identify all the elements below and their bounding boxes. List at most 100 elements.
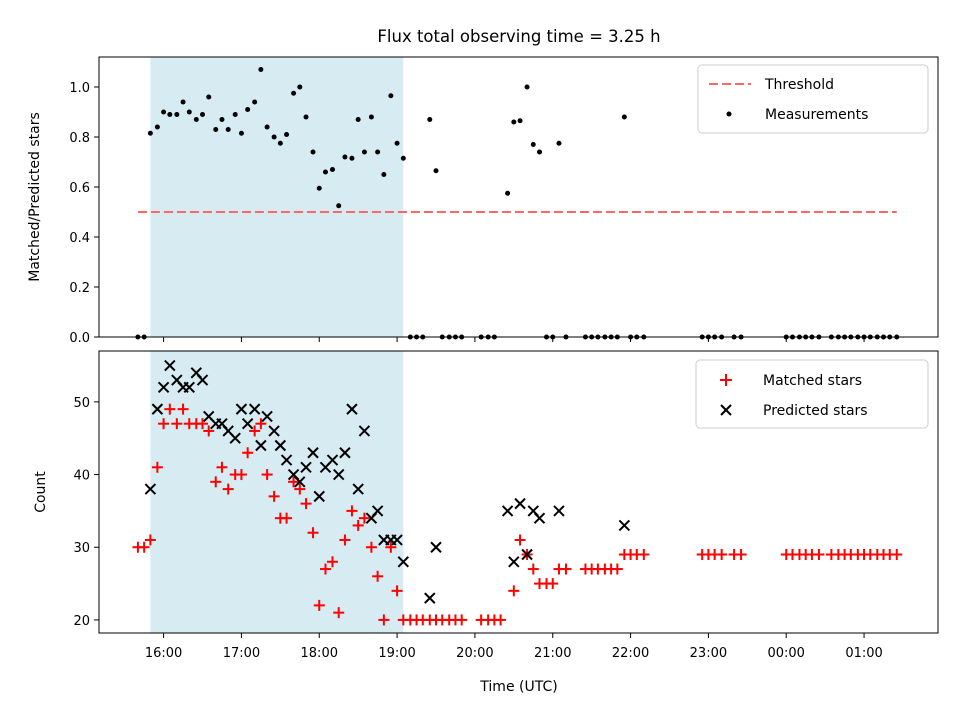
legend-threshold-label: Threshold — [764, 77, 834, 93]
matched-star-marker — [203, 425, 215, 437]
matched-star-marker — [222, 483, 234, 495]
predicted-star-marker — [248, 403, 261, 415]
predicted-star-marker — [371, 505, 384, 517]
measurement-point — [329, 167, 335, 172]
panel-ratio-legend: Threshold Measurements — [697, 64, 929, 134]
measurement-point — [381, 172, 387, 177]
matched-star-marker — [508, 585, 520, 597]
y-tick-label: 40 — [73, 469, 90, 484]
matched-star-markers — [132, 403, 903, 626]
predicted-star-marker — [151, 403, 164, 415]
matched-star-marker — [235, 469, 247, 481]
panel-count-y-axis: 20 30 40 50 — [73, 396, 99, 629]
x-axis-label: Time (UTC) — [479, 679, 557, 695]
measurement-point — [186, 109, 192, 115]
panel-ratio-y-label: Matched/Predicted stars — [27, 112, 43, 282]
predicted-star-marker — [261, 410, 273, 423]
measurement-point — [322, 169, 328, 175]
matched-star-marker — [210, 476, 222, 488]
predicted-star-marker — [255, 439, 267, 452]
legend-matched-swatch — [720, 374, 732, 386]
predicted-star-marker — [326, 454, 339, 466]
y-tick-label: 30 — [73, 541, 90, 556]
y-tick-label: 0.8 — [69, 131, 90, 146]
predicted-star-marker — [164, 359, 176, 372]
y-tick-label: 20 — [73, 614, 90, 629]
measurement-point — [258, 67, 264, 72]
measurement-point — [388, 93, 394, 99]
measurement-point — [375, 149, 381, 155]
measurement-point — [200, 112, 206, 117]
measurement-point — [505, 190, 511, 196]
panel-count-legend: Matched stars Predicted stars — [695, 359, 929, 429]
panel-ratio: 0.0 0.2 0.4 0.6 0.8 1.0 Matched/Predicted sta… — [27, 56, 939, 346]
matched-star-marker — [144, 534, 156, 546]
measurement-point — [219, 117, 225, 122]
predicted-star-marker — [229, 432, 241, 444]
legend-predicted-label: Predicted stars — [763, 403, 868, 419]
measurement-point — [174, 112, 180, 117]
x-tick-label: 17:00 — [223, 646, 260, 661]
x-tick-label: 22:00 — [612, 646, 649, 661]
legend-predicted-swatch — [720, 404, 732, 416]
x-tick-label: 20:00 — [456, 646, 493, 661]
predicted-star-marker — [333, 468, 345, 481]
measurement-point — [277, 140, 283, 146]
measurement-point — [368, 114, 374, 120]
matched-star-marker — [638, 549, 650, 561]
predicted-star-marker — [235, 403, 248, 415]
predicted-star-marker — [346, 403, 358, 415]
predicted-star-marker — [424, 592, 436, 604]
measurement-point — [394, 140, 400, 146]
panel-ratio-x-ticks — [163, 337, 865, 342]
matched-star-marker — [197, 418, 209, 430]
predicted-star-marker — [618, 519, 631, 532]
matched-star-marker — [456, 614, 468, 626]
y-tick-label: 50 — [73, 396, 90, 411]
chart-title: Flux total observing time = 3.25 h — [377, 27, 660, 46]
predicted-star-marker — [352, 483, 364, 495]
panel-count-frame — [98, 350, 939, 634]
matched-star-marker — [346, 505, 358, 517]
matched-star-marker — [333, 607, 345, 619]
predicted-star-marker — [501, 505, 514, 517]
measurement-point — [361, 149, 367, 155]
predicted-star-marker — [300, 461, 312, 473]
matched-star-marker — [813, 549, 825, 561]
measurement-point — [291, 90, 297, 96]
measurement-point — [524, 84, 530, 90]
measurement-point — [161, 109, 167, 115]
predicted-star-marker — [241, 417, 254, 430]
predicted-star-marker — [183, 381, 195, 394]
measurement-point — [213, 127, 219, 132]
legend-frame — [695, 359, 929, 429]
matched-star-marker — [378, 614, 390, 626]
predicted-star-marker — [339, 447, 351, 459]
y-tick-label: 0.4 — [69, 231, 90, 246]
y-tick-label: 0.6 — [69, 181, 90, 196]
predicted-star-marker — [514, 497, 526, 510]
measurement-point — [252, 99, 258, 105]
measurement-point — [271, 134, 277, 140]
matched-star-marker — [326, 556, 338, 568]
predicted-star-marker — [358, 425, 371, 437]
matched-star-marker — [358, 512, 370, 524]
matched-star-marker — [319, 563, 331, 575]
measurement-point — [154, 124, 160, 130]
measurement-point — [530, 142, 536, 147]
measurement-point — [316, 185, 322, 191]
matched-star-marker — [242, 447, 254, 459]
measurement-point — [245, 107, 251, 112]
predicted-star-marker — [397, 556, 410, 568]
matched-star-marker — [560, 563, 572, 575]
measurement-point — [355, 117, 361, 122]
measurement-point — [180, 99, 186, 105]
matched-star-marker — [339, 534, 351, 546]
matched-star-marker — [891, 549, 903, 561]
predicted-star-marker — [508, 556, 520, 568]
predicted-star-marker — [391, 534, 403, 546]
measurement-point — [206, 94, 212, 100]
measurement-point — [400, 155, 406, 161]
predicted-star-marker — [307, 447, 319, 459]
